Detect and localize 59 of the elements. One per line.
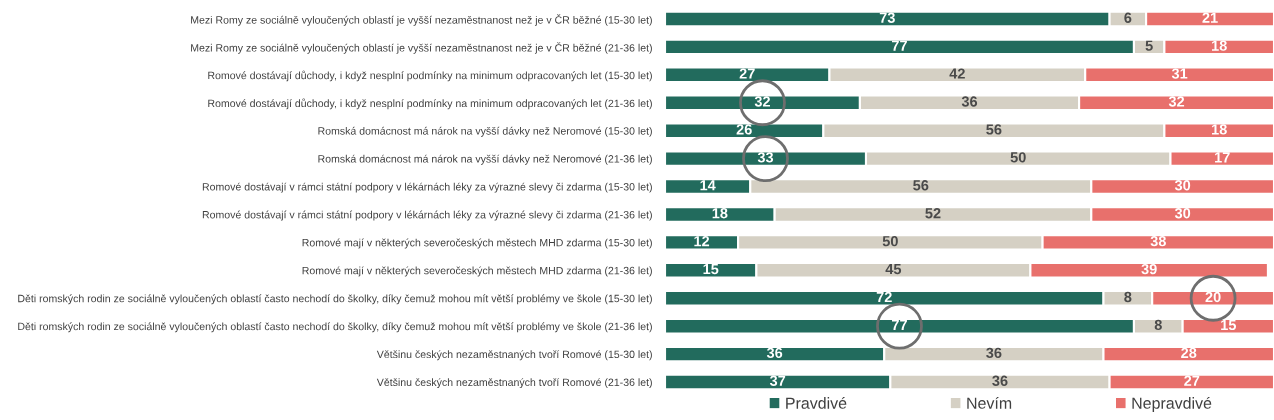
data-label: 73: [879, 12, 895, 23]
data-label: 15: [1221, 319, 1237, 331]
y-tick-label: Mezi Romy ze sociálně vyloučených oblastí je vyšší nezaměstnanost než je v ČR běžné (15-30 let): [191, 14, 652, 26]
y-tick-label: Děti romských rodin ze sociálně vyloučených oblastí často nechodí do školky, díky čemuž mohou mít větší problémy ve škole (21-36 let): [18, 322, 652, 333]
data-label: 18: [1212, 124, 1227, 135]
data-label: 18: [1212, 40, 1227, 51]
y-tick-label: Romové dostávají v rámci státní podpory v lékárnách léky za výrazné slevy či zdarma (15-30 let): [202, 182, 652, 193]
data-label: 14: [700, 180, 716, 191]
data-label: 31: [1171, 68, 1188, 79]
data-label: 32: [754, 96, 770, 107]
data-label: 50: [1010, 152, 1026, 163]
data-label: 21: [1202, 12, 1218, 23]
y-tick-label: Romové mají v některých severočeských městech MHD zdarma (15-30 let): [302, 238, 652, 249]
data-label: 38: [1150, 235, 1166, 247]
data-label: 39: [1141, 263, 1157, 275]
data-label: 37: [769, 375, 786, 386]
y-tick-label: Mezi Romy ze sociálně vyloučených oblastí je vyšší nezaměstnanost než je v ČR běžné (21-36 let): [191, 42, 652, 54]
y-tick-label: Romská domácnost má nárok na vyšší dávky než Neromové (15-30 let): [318, 126, 652, 137]
data-label: 42: [949, 68, 965, 79]
data-label: 36: [986, 347, 1002, 359]
data-label: 8: [1154, 319, 1162, 331]
data-label: 5: [1145, 40, 1153, 51]
data-label: 50: [882, 235, 898, 247]
legend-label: Nepravdivé: [1132, 396, 1212, 413]
y-tick-label: Většinu českých nezaměstnaných tvoří Romové (15-30 let): [376, 350, 652, 361]
y-tick-label: Romové dostávají důchody, i když nesplní podmínky na minimum odpracovaných let (21-36 let): [208, 98, 652, 110]
data-label: 36: [992, 375, 1008, 386]
data-label: 17: [1215, 152, 1230, 163]
data-label: 30: [1174, 208, 1191, 219]
data-label: 8: [1124, 291, 1132, 303]
data-label: 18: [712, 208, 728, 219]
data-label: 32: [1168, 96, 1185, 107]
data-label: 6: [1124, 12, 1132, 23]
data-label: 27: [739, 68, 755, 79]
data-label: 36: [766, 347, 783, 359]
y-tick-label: Romové dostávají důchody, i když nesplní podmínky na minimum odpracovaných let (15-30 let): [208, 70, 652, 82]
y-tick-label: Romská domácnost má nárok na vyšší dávky než Neromové (21-36 let): [318, 154, 652, 165]
data-label: 30: [1174, 180, 1191, 191]
data-label: 33: [757, 152, 774, 163]
data-label: 77: [892, 319, 907, 330]
data-label: 20: [1205, 291, 1221, 303]
legend-label: Pravdivé: [786, 396, 847, 409]
data-label: 72: [876, 291, 892, 303]
y-tick-label: Romové dostávají v rámci státní podpory v lékárnách léky za výrazné slevy či zdarma (21-36 let): [202, 210, 652, 221]
data-label: 36: [961, 96, 978, 107]
data-label: 45: [885, 264, 902, 275]
data-label: 52: [925, 208, 941, 219]
data-label: 56: [986, 124, 1002, 135]
data-label: 12: [694, 235, 710, 247]
data-label: 15: [703, 264, 719, 275]
y-tick-label: Děti romských rodin ze sociálně vyloučených oblastí často nechodí do školky, díky čemuž mohou mít větší problémy ve škole (15-30 let): [18, 294, 652, 305]
y-tick-label: Romové mají v některých severočeských městech MHD zdarma (21-36 let): [302, 266, 652, 277]
data-label: 28: [1181, 347, 1197, 359]
data-label: 26: [736, 124, 752, 135]
legend-label: Nevím: [967, 396, 1012, 409]
data-label: 27: [1184, 375, 1200, 386]
data-label: 77: [892, 40, 907, 51]
y-tick-label: Většinu českých nezaměstnaných tvoří Romové (21-36 let): [376, 378, 652, 389]
data-label: 56: [913, 180, 929, 191]
